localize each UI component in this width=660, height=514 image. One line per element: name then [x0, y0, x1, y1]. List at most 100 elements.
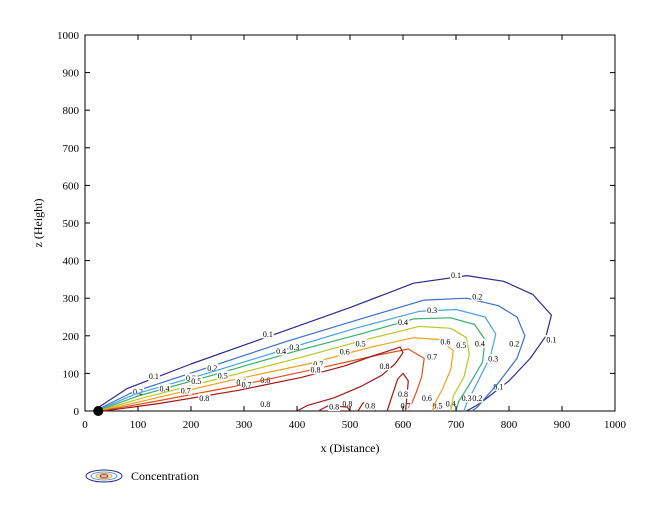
- y-axis-ticks: 0 100 200 300 400 500 600 700 800 900 1000: [57, 30, 615, 418]
- contour-line-0-8: [103, 346, 404, 412]
- legend-contour-icon: [85, 469, 123, 483]
- contour-label-bg: [431, 400, 444, 410]
- contour-label-bg: [179, 385, 192, 395]
- contour-label-bg: [397, 389, 409, 399]
- contour-label-bg: [460, 393, 473, 403]
- source-point: [93, 406, 104, 416]
- x-tick-label: 500: [342, 419, 359, 431]
- contour-label: 0.2: [472, 292, 482, 301]
- contour-label-bg: [288, 342, 301, 352]
- contour-label: 0.8: [398, 390, 408, 399]
- contour-label: 0.7: [181, 386, 191, 395]
- contour-label-bg: [216, 370, 229, 380]
- y-tick-label: 900: [63, 68, 80, 80]
- y-tick-label: 300: [63, 293, 80, 305]
- contour-label: 0.6: [340, 348, 350, 357]
- x-tick-label: 800: [501, 419, 518, 431]
- contour-label: 0.4: [398, 318, 408, 327]
- contour-label: 0.6: [422, 394, 432, 403]
- contour-label-bg: [338, 347, 351, 357]
- contour-lines: 0.10.10.10.10.10.20.20.20.20.20.30.30.30…: [92, 270, 558, 412]
- contour-label: 0.7: [313, 360, 323, 369]
- contour-label-bg: [508, 338, 521, 348]
- contour-label-bg: [426, 305, 439, 315]
- contour-label-bg: [450, 270, 462, 280]
- contour-label-bg: [492, 382, 505, 392]
- contour-label: 0.5: [456, 341, 466, 350]
- contour-label-bg: [240, 380, 253, 390]
- contour-label: 0.3: [462, 394, 472, 403]
- y-tick-label: 400: [63, 256, 80, 268]
- contour-label: 0.4: [276, 347, 286, 356]
- contour-label: 0.3: [427, 306, 437, 315]
- contour-label: 0.4: [160, 384, 170, 393]
- contour-label-bg: [275, 346, 288, 356]
- contour-label: 0.5: [218, 371, 228, 380]
- x-tick-label: 0: [82, 419, 88, 431]
- contour-label-bg: [312, 359, 325, 369]
- x-tick-label: 300: [236, 419, 253, 431]
- contour-label: 0.4: [475, 339, 485, 348]
- contour-label-bg: [420, 393, 433, 403]
- contour-line-0-1: [92, 275, 552, 412]
- contour-label: 0.1: [546, 336, 556, 345]
- x-tick-label: 100: [130, 419, 147, 431]
- contour-label-bg: [198, 393, 211, 403]
- contour-label: 0.2: [472, 394, 482, 403]
- contour-label-bg: [487, 353, 500, 363]
- contour-line-0-5: [97, 325, 470, 412]
- contour-label-bg: [147, 371, 160, 381]
- contour-label-bg: [473, 338, 486, 348]
- contour-label: 0.8: [329, 402, 339, 411]
- contour-label-bg: [444, 398, 457, 408]
- x-axis-ticks: 0 100 200 300 400 500 600 700 800 900 1000: [82, 35, 627, 431]
- contour-label: 0.8: [311, 366, 321, 375]
- y-tick-label: 800: [63, 105, 80, 117]
- x-tick-label: 700: [448, 419, 465, 431]
- contour-line-0-3: [95, 308, 497, 412]
- contour-label-bg: [471, 393, 484, 403]
- contour-label: 0.1: [451, 271, 461, 280]
- contour-label-bg: [158, 383, 171, 393]
- contour-label: 0.7: [242, 381, 252, 390]
- contour-label: 0.3: [488, 354, 498, 363]
- contour-label-bg: [378, 361, 391, 371]
- contour-label: 0.5: [191, 377, 201, 386]
- contour-label: 0.8: [342, 399, 352, 408]
- contour-label: 0.6: [440, 337, 450, 346]
- contour-line-0-6: [99, 337, 454, 412]
- contour-label: 0.4: [446, 399, 456, 408]
- contour-label: 0.1: [493, 383, 503, 392]
- contour-label-bg: [397, 317, 409, 327]
- contour-line-0-7: [100, 348, 425, 412]
- contour-label-bg: [364, 400, 377, 410]
- contour-label-bg: [439, 336, 452, 346]
- y-tick-label: 500: [63, 218, 80, 230]
- contour-label-bg: [132, 386, 144, 396]
- x-tick-label: 1000: [604, 419, 627, 431]
- contour-label: 0.2: [509, 339, 519, 348]
- contour-label-bg: [259, 399, 272, 409]
- contour-label: 0.1: [263, 330, 273, 339]
- contour-label: 0.8: [199, 394, 209, 403]
- contour-label: 0.8: [365, 401, 375, 410]
- contour-label-bg: [455, 340, 468, 350]
- y-tick-label: 0: [74, 406, 80, 418]
- contour-label: 0.8: [379, 362, 389, 371]
- contour-label: 0.8: [260, 400, 270, 409]
- contour-label: 0.7: [427, 352, 437, 361]
- contour-label-bg: [426, 351, 439, 361]
- contour-label: 0.5: [432, 401, 442, 410]
- y-tick-label: 600: [63, 180, 80, 192]
- y-axis-title: z (Height): [31, 199, 45, 248]
- x-tick-label: 600: [395, 419, 412, 431]
- x-tick-label: 400: [289, 419, 306, 431]
- contour-label-bg: [341, 398, 354, 408]
- contour-label: 0.3: [289, 343, 299, 352]
- contour-label-bg: [190, 376, 203, 386]
- contour-label-bg: [309, 365, 322, 375]
- contour-label-bg: [471, 291, 484, 301]
- y-tick-label: 1000: [57, 30, 80, 42]
- contour-label: 0.2: [133, 387, 143, 396]
